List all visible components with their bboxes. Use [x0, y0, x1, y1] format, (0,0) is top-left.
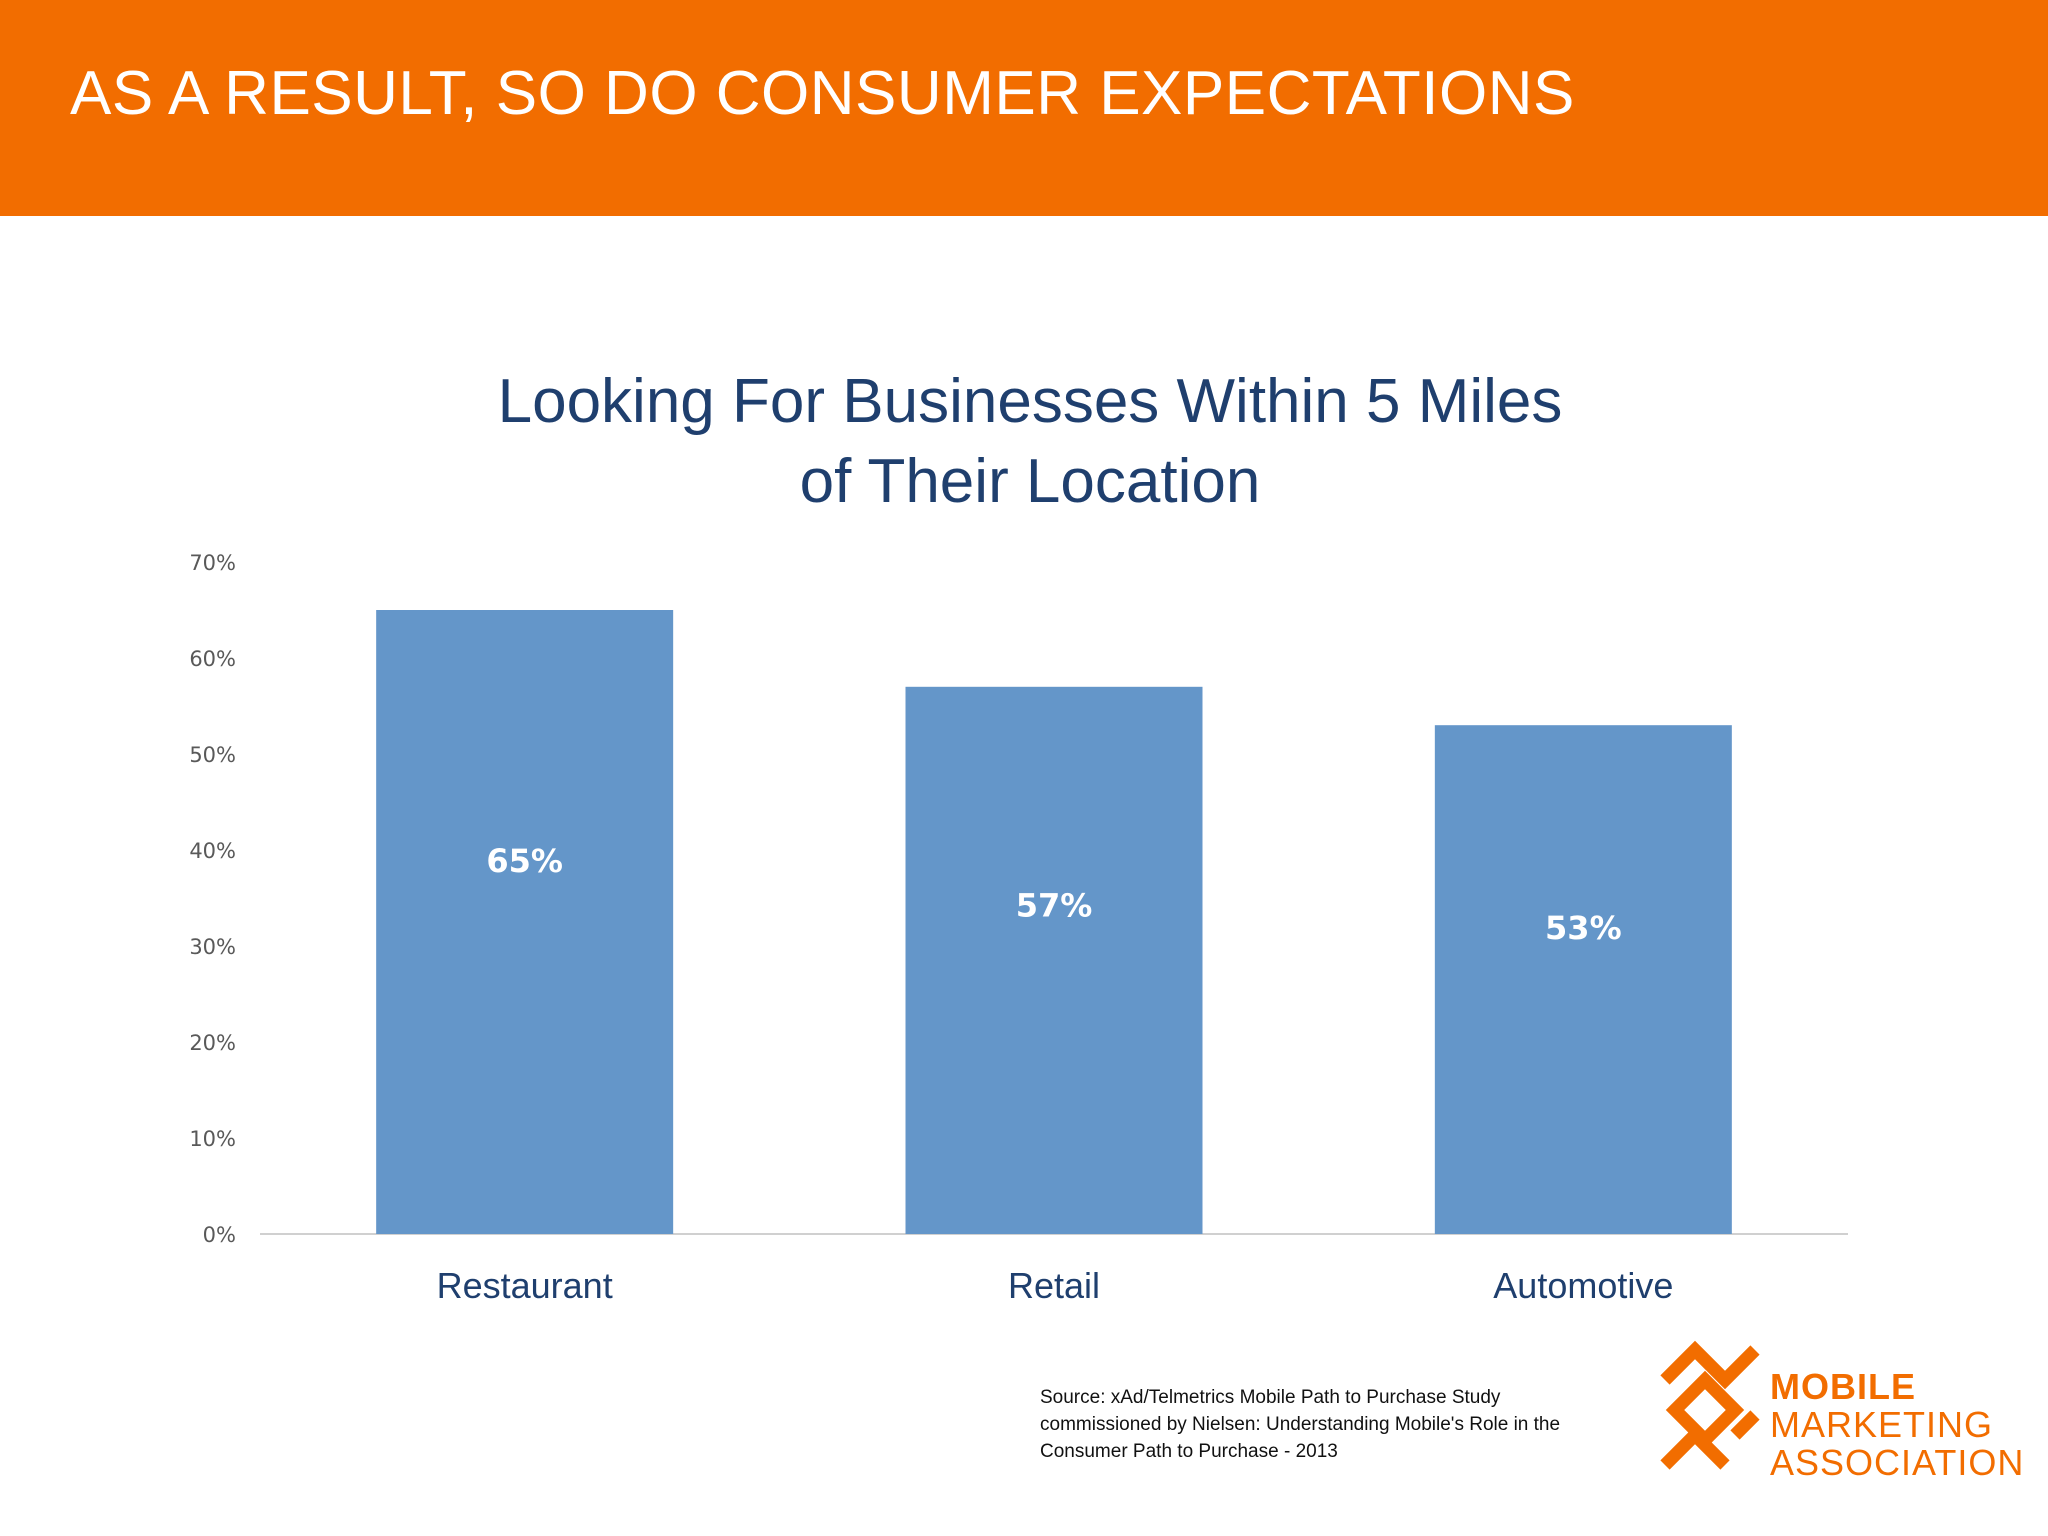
bar-retail: [905, 686, 1203, 1234]
y-tick-label: 50%: [189, 743, 236, 767]
data-label: 57%: [1016, 887, 1093, 925]
logo-line-2: MARKETING: [1770, 1404, 1994, 1445]
bar-restaurant: [376, 610, 674, 1234]
bar-chart: 0% 10% 20% 30% 40% 50% 60% 70% 65% Restaurant 57% R…: [189, 551, 1848, 1306]
chart-title: Looking For Businesses Within 5 Miles of…: [0, 362, 2048, 522]
data-label: 53%: [1545, 909, 1622, 947]
source-line-1: Source: xAd/Telmetrics Mobile Path to Pu…: [1040, 1387, 1501, 1408]
slide-title: AS A RESULT, SO DO CONSUMER EXPECTATIONS: [70, 59, 1575, 128]
source-line-3: Consumer Path to Purchase - 2013: [1040, 1441, 1338, 1462]
y-tick-label: 60%: [189, 647, 236, 671]
source-note: Source: xAd/Telmetrics Mobile Path to Pu…: [1040, 1384, 1640, 1465]
logo-line-3: ASSOCIATION: [1770, 1442, 2025, 1483]
category-label: Restaurant: [437, 1265, 613, 1306]
source-line-2: commissioned by Nielsen: Understanding M…: [1040, 1414, 1561, 1435]
bar-automotive: [1434, 725, 1732, 1234]
logo-line-1: MOBILE: [1770, 1366, 1916, 1407]
header-bar: AS A RESULT, SO DO CONSUMER EXPECTATIONS: [0, 0, 2048, 216]
chart-title-line-1: Looking For Businesses Within 5 Miles: [497, 367, 1563, 436]
category-label: Retail: [1008, 1265, 1100, 1306]
data-label: 65%: [486, 842, 563, 880]
y-tick-label: 20%: [189, 1031, 236, 1055]
logo-wordmark: MOBILE MARKETING ASSOCIATION: [1770, 1368, 2024, 1482]
mma-logo-icon: [1660, 1340, 1760, 1470]
y-tick-label: 70%: [189, 551, 236, 575]
y-tick-label: 40%: [189, 839, 236, 863]
y-tick-label: 30%: [189, 935, 236, 959]
y-tick-label: 10%: [189, 1127, 236, 1151]
chart-title-line-2: of Their Location: [799, 447, 1261, 516]
category-label: Automotive: [1493, 1265, 1673, 1306]
y-tick-label: 0%: [203, 1223, 236, 1247]
